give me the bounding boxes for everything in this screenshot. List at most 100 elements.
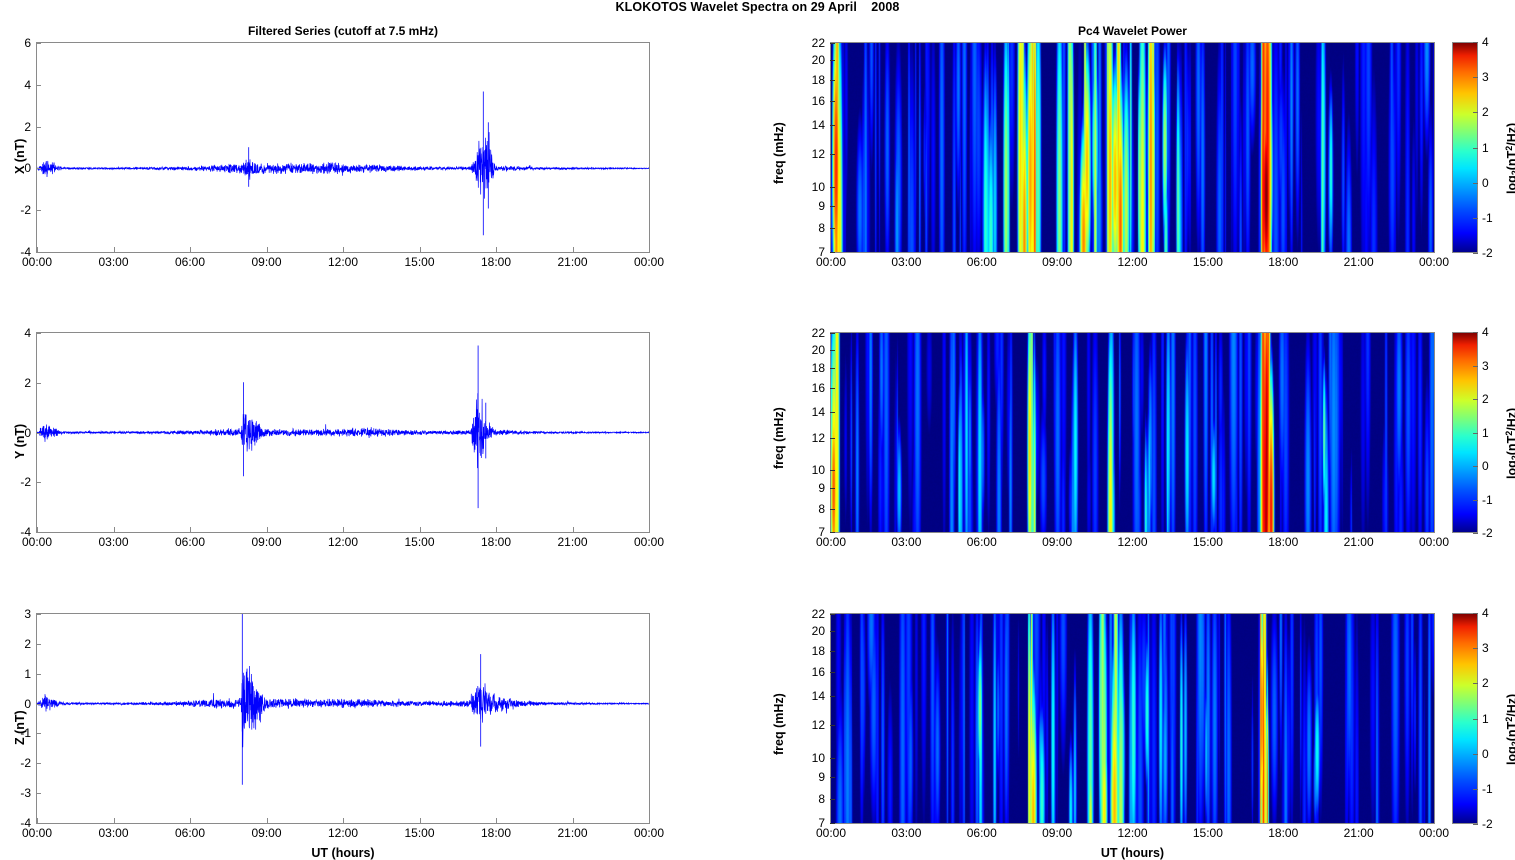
x-tick-label: 15:00: [404, 255, 435, 269]
x-tick-label: 18:00: [480, 255, 512, 269]
y-tick-label: 2: [24, 119, 31, 134]
freq-tick-mark: [830, 724, 835, 726]
x-tick-label: 21:00: [1343, 255, 1374, 269]
y-tick-label: 0: [24, 696, 31, 711]
x-tick-label: 00:00: [633, 535, 665, 549]
x-tick-label: 18:00: [480, 535, 512, 549]
x-tick-label: 06:00: [174, 535, 206, 549]
colorbar-label: log2(nT2/Hz): [1504, 407, 1515, 479]
y-tick-mark: [36, 252, 41, 253]
x-tick-label: 15:00: [1192, 255, 1223, 269]
y-tick-label: 3: [24, 607, 31, 621]
freq-tick-mark: [830, 614, 835, 615]
freq-tick-label: 9: [818, 199, 825, 214]
x-axis-label-right: UT (hours): [1100, 846, 1165, 860]
freq-tick-mark: [830, 43, 835, 44]
freq-tick-label: 20: [811, 53, 825, 68]
colorbar-tick-label: 4: [1482, 606, 1489, 620]
timeseries-plot-z: [36, 613, 650, 824]
freq-tick-label: 7: [818, 525, 825, 539]
y-tick-mark: [36, 532, 41, 533]
spectrogram-canvas: [831, 43, 1434, 252]
colorbar-tick-mark: [1473, 399, 1478, 400]
freq-tick-mark: [830, 79, 835, 81]
x-tick-label: 21:00: [557, 255, 588, 269]
freq-tick-mark: [830, 186, 835, 188]
x-tick-label: 12:00: [1117, 535, 1148, 549]
x-tick-label: 03:00: [98, 535, 129, 549]
colorbar-tick-label: -2: [1482, 817, 1493, 831]
colorbar-tick-mark: [1473, 788, 1478, 790]
timeseries-plot-y: [36, 332, 650, 533]
x-tick-mark: [37, 247, 38, 252]
colorbar-tick-label: 4: [1482, 35, 1489, 49]
freq-tick-label: 14: [811, 404, 825, 419]
x-tick-label: 09:00: [251, 255, 282, 269]
freq-tick-label: 16: [811, 665, 825, 680]
y-tick-mark: [36, 733, 41, 735]
x-tick-mark: [37, 818, 38, 823]
colorbar-tick-label: -2: [1482, 526, 1493, 540]
x-tick-label: 06:00: [966, 535, 997, 549]
colorbar-tick-mark: [1473, 753, 1478, 755]
freq-tick-label: 22: [811, 326, 825, 340]
colorbar-tick-mark: [1473, 613, 1478, 614]
freq-tick-mark: [830, 367, 835, 369]
x-tick-label: 15:00: [1192, 826, 1223, 840]
freq-tick-label: 18: [811, 360, 825, 375]
freq-tick-label: 12: [811, 717, 825, 732]
x-tick-mark: [649, 818, 650, 823]
colorbar-tick-mark: [1473, 332, 1478, 333]
x-tick-label: 21:00: [1343, 535, 1374, 549]
freq-tick-label: 12: [811, 431, 825, 446]
x-tick-label: 03:00: [891, 255, 922, 269]
x-tick-label: 06:00: [966, 826, 997, 840]
freq-tick-mark: [830, 438, 835, 440]
x-tick-label: 00:00: [1418, 535, 1450, 549]
freq-tick-label: 7: [818, 245, 825, 259]
x-tick-label: 00:00: [21, 255, 53, 269]
colorbar-tick-label: 3: [1482, 641, 1489, 656]
freq-tick-mark: [830, 757, 835, 759]
right-panel-title: Pc4 Wavelet Power: [1078, 24, 1187, 38]
x-tick-label: 09:00: [251, 826, 282, 840]
y-tick-label: -2: [20, 756, 31, 771]
freq-tick-mark: [830, 60, 835, 62]
freq-tick-mark: [830, 333, 835, 334]
x-tick-mark: [266, 527, 268, 532]
freq-tick-mark: [830, 488, 835, 490]
x-tick-mark: [113, 247, 115, 252]
freq-tick-mark: [830, 777, 835, 779]
colorbar-tick-mark: [1473, 499, 1478, 501]
y-tick-label: -4: [20, 525, 31, 539]
colorbar-tick-label: -1: [1482, 210, 1493, 225]
freq-tick-label: 7: [818, 816, 825, 830]
freq-tick-mark: [830, 798, 835, 800]
spectrogram-canvas: [831, 614, 1434, 823]
y-tick-mark: [36, 763, 41, 765]
colorbar-tick-label: -1: [1482, 492, 1493, 507]
freq-tick-mark: [830, 696, 835, 698]
freq-tick-label: 22: [811, 607, 825, 621]
freq-tick-mark: [830, 125, 835, 127]
y-tick-label: 2: [24, 375, 31, 390]
x-tick-label: 15:00: [404, 826, 435, 840]
x-tick-mark: [343, 247, 344, 252]
colorbar-tick-label: 3: [1482, 70, 1489, 85]
colorbar-tick-label: -2: [1482, 246, 1493, 260]
freq-tick-label: 20: [811, 342, 825, 357]
freq-axis-label: freq (mHz): [772, 406, 786, 469]
x-tick-label: 00:00: [815, 255, 847, 269]
y-tick-label: 2: [24, 636, 31, 651]
x-tick-label: 03:00: [891, 826, 922, 840]
y-tick-mark: [36, 382, 41, 384]
freq-axis-label: freq (mHz): [772, 121, 786, 184]
x-axis-label-left: UT (hours): [311, 846, 375, 860]
freq-tick-mark: [830, 252, 835, 253]
left-panel-title: Filtered Series (cutoff at 7.5 mHz): [247, 24, 439, 38]
freq-tick-mark: [830, 101, 835, 103]
freq-tick-mark: [830, 532, 835, 533]
freq-tick-label: 14: [811, 689, 825, 704]
y-axis-label: Y (nT): [13, 423, 27, 459]
x-tick-mark: [572, 247, 574, 252]
